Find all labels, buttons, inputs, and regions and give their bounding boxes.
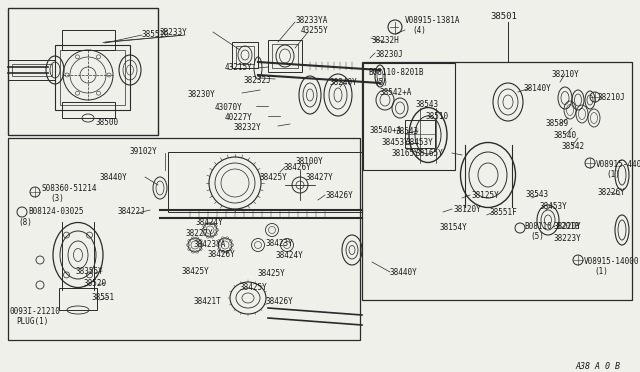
Text: (4): (4) [412, 26, 426, 35]
Text: (5): (5) [530, 232, 544, 241]
Text: 38543: 38543 [525, 190, 548, 199]
Text: 38424Y: 38424Y [276, 251, 304, 260]
Text: 38501: 38501 [490, 12, 517, 21]
Bar [272, 44, 298, 68]
Text: 38551: 38551 [92, 293, 115, 302]
Text: 38542: 38542 [562, 142, 585, 151]
Text: 43215Y: 43215Y [225, 63, 253, 72]
Bar [62, 102, 115, 118]
Text: 38425Y: 38425Y [257, 269, 285, 278]
Text: 38426Y: 38426Y [283, 163, 311, 172]
Bar [405, 120, 435, 148]
Bar [8, 8, 158, 135]
Text: 38232Y: 38232Y [234, 123, 262, 132]
Bar [236, 46, 254, 64]
Text: 38165Y: 38165Y [392, 149, 420, 158]
Text: 38355Y: 38355Y [76, 267, 104, 276]
Bar [60, 50, 125, 105]
Bar [362, 62, 632, 300]
Text: 38210Y: 38210Y [552, 70, 580, 79]
Bar [12, 64, 52, 76]
Text: 38542+A: 38542+A [380, 88, 412, 97]
Text: 38540: 38540 [554, 131, 577, 140]
Text: B08110-8201B: B08110-8201B [368, 68, 424, 77]
Text: 38422J: 38422J [118, 207, 146, 216]
Text: 38426Y: 38426Y [207, 250, 235, 259]
Text: 38510: 38510 [425, 112, 448, 121]
Bar [168, 152, 362, 212]
Text: 38426Y: 38426Y [325, 191, 353, 200]
Text: 38232H: 38232H [371, 36, 399, 45]
Text: 38230Y: 38230Y [188, 90, 216, 99]
Text: 38220Y: 38220Y [554, 222, 582, 231]
Text: 38154Y: 38154Y [440, 223, 468, 232]
Text: 38500: 38500 [95, 118, 118, 127]
Bar [55, 45, 130, 110]
Text: (1): (1) [606, 170, 620, 179]
Text: 43070Y: 43070Y [215, 103, 243, 112]
Text: 38543: 38543 [396, 127, 419, 136]
Text: 38540+A: 38540+A [370, 126, 403, 135]
Text: 3B233Y: 3B233Y [160, 28, 188, 37]
Bar [8, 138, 360, 340]
Text: (8): (8) [18, 218, 32, 227]
Text: V08915-1381A: V08915-1381A [405, 16, 461, 25]
Text: 38543: 38543 [415, 100, 438, 109]
Text: 38100Y: 38100Y [295, 157, 323, 166]
Bar [268, 40, 302, 72]
Bar [363, 63, 455, 170]
Text: S08360-51214: S08360-51214 [41, 184, 97, 193]
Text: 0093I-21210: 0093I-21210 [10, 307, 61, 316]
Text: 38240Y: 38240Y [330, 78, 358, 87]
Text: 38426Y: 38426Y [265, 297, 292, 306]
Text: 38453Y: 38453Y [382, 138, 410, 147]
Text: 38423Y: 38423Y [265, 239, 292, 248]
Text: V08915-44000: V08915-44000 [596, 160, 640, 169]
Text: 38125Y: 38125Y [472, 191, 500, 200]
Text: V08915-14000: V08915-14000 [584, 257, 639, 266]
Text: (3): (3) [50, 194, 64, 203]
Text: 38210J: 38210J [597, 93, 625, 102]
Bar [232, 42, 258, 68]
Text: 38226Y: 38226Y [598, 188, 626, 197]
Text: 38453Y: 38453Y [540, 202, 568, 211]
Bar [59, 288, 97, 310]
Text: 38440Y: 38440Y [100, 173, 128, 182]
Text: PLUG(1): PLUG(1) [16, 317, 49, 326]
Text: 38120Y: 38120Y [454, 205, 482, 214]
Text: 38453Y: 38453Y [405, 138, 433, 147]
Text: 38425Y: 38425Y [260, 173, 288, 182]
Text: 38520: 38520 [84, 279, 107, 288]
Text: A38 A 0 B: A38 A 0 B [575, 362, 620, 371]
Text: (1): (1) [594, 267, 608, 276]
Bar [62, 30, 115, 50]
Text: 39102Y: 39102Y [130, 147, 157, 156]
Text: 38425Y: 38425Y [240, 283, 268, 292]
Text: 38425Y: 38425Y [182, 267, 210, 276]
Text: 38423YA: 38423YA [193, 240, 225, 249]
Text: 38551G: 38551G [142, 30, 170, 39]
Text: 40227Y: 40227Y [225, 113, 253, 122]
Text: 38551F: 38551F [490, 208, 518, 217]
Text: 38232J: 38232J [243, 76, 271, 85]
Text: 38223Y: 38223Y [554, 234, 582, 243]
Text: 38165Y: 38165Y [415, 149, 443, 158]
Bar [8, 60, 55, 80]
Text: 38440Y: 38440Y [390, 268, 418, 277]
Text: 38140Y: 38140Y [523, 84, 551, 93]
Text: 38230J: 38230J [375, 50, 403, 59]
Text: 43255Y: 43255Y [301, 26, 329, 35]
Text: 38227Y: 38227Y [185, 229, 212, 238]
Text: (5): (5) [374, 78, 388, 87]
Text: 38427Y: 38427Y [305, 173, 333, 182]
Text: 38421T: 38421T [193, 297, 221, 306]
Text: B08124-03025: B08124-03025 [28, 207, 83, 216]
Text: 38424Y: 38424Y [195, 218, 223, 227]
Text: 38233YA: 38233YA [295, 16, 328, 25]
Text: B08110-8201B: B08110-8201B [524, 222, 579, 231]
Text: 38589: 38589 [546, 119, 569, 128]
